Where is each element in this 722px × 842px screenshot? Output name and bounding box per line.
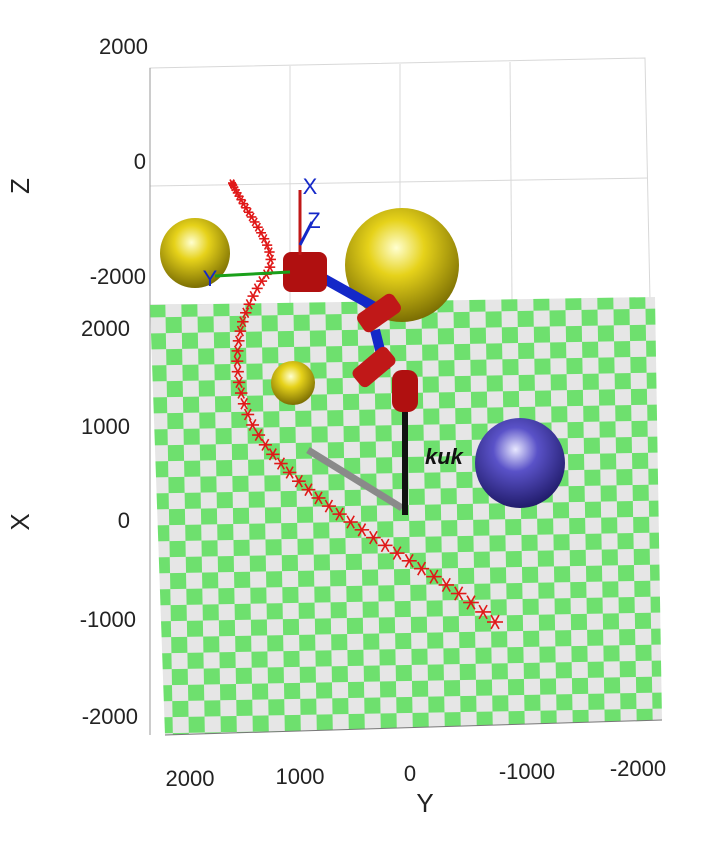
trajectory-point	[377, 538, 393, 553]
trajectory-point	[231, 345, 244, 357]
trajectory-point	[301, 483, 316, 497]
trajectory-point	[413, 561, 430, 576]
x-tick: 1000	[81, 414, 130, 439]
trajectory-point	[241, 408, 255, 421]
y-tick: -1000	[499, 759, 555, 784]
frame-label: X	[303, 174, 318, 199]
trajectory-point	[321, 499, 336, 513]
y-tick: 0	[404, 761, 416, 786]
z-tick: 2000	[99, 34, 148, 59]
x-axis-label: X	[5, 513, 35, 530]
trajectory-point	[237, 316, 249, 328]
trajectory-point	[246, 418, 260, 431]
trajectory-point	[264, 247, 275, 257]
trajectory-point	[282, 466, 297, 479]
trajectory-point	[487, 614, 503, 630]
trajectory-point	[274, 457, 288, 470]
sphere	[345, 208, 459, 322]
x-tick: -2000	[82, 704, 138, 729]
trajectory-point	[291, 474, 306, 488]
trajectory-point	[426, 569, 442, 584]
x-tick: 0	[118, 508, 130, 533]
trajectory-point	[343, 515, 358, 529]
trajectory-point	[266, 448, 280, 461]
trajectory-point	[231, 366, 244, 378]
z-axis-label: Z	[5, 178, 35, 194]
sphere	[475, 418, 565, 508]
trajectory-point	[240, 307, 252, 319]
robot	[214, 190, 418, 515]
trajectory-point	[237, 397, 251, 410]
trajectory-point	[332, 507, 347, 521]
y-tick: 2000	[166, 766, 215, 791]
trajectory-point	[438, 577, 455, 593]
trajectory-point	[354, 523, 370, 537]
floor	[150, 297, 662, 735]
floor-edge	[164, 719, 663, 736]
x-tick: -1000	[80, 607, 136, 632]
y-tick: -2000	[610, 756, 666, 781]
trajectory-point	[401, 553, 417, 568]
trajectory-point	[262, 240, 273, 250]
trajectory-point	[389, 546, 405, 560]
z-tick: 0	[134, 149, 146, 174]
trajectory-point	[232, 335, 245, 347]
trajectory-point	[463, 595, 479, 610]
trajectory-point	[311, 491, 326, 505]
trajectory	[228, 179, 503, 630]
trajectory-point	[258, 438, 272, 451]
z-tick: -2000	[90, 264, 146, 289]
trajectory-point	[366, 530, 381, 545]
trajectory-point	[232, 376, 246, 389]
trajectory-point	[265, 254, 276, 265]
trajectory-point	[450, 586, 467, 601]
sphere	[160, 218, 230, 288]
trajectory-point	[475, 604, 492, 620]
robot-label: kuk	[425, 444, 465, 469]
trajectory-point	[234, 387, 248, 399]
frame-label: Y	[203, 266, 218, 291]
x-tick: 2000	[81, 316, 130, 341]
trajectory-point	[252, 428, 266, 442]
sphere	[271, 361, 315, 405]
trajectory-point	[231, 355, 244, 367]
frame-label: Z	[307, 208, 320, 233]
trajectory-point	[243, 298, 255, 310]
y-tick: 1000	[276, 764, 325, 789]
y-axis-label: Y	[416, 788, 433, 818]
trajectory-point	[234, 325, 247, 337]
